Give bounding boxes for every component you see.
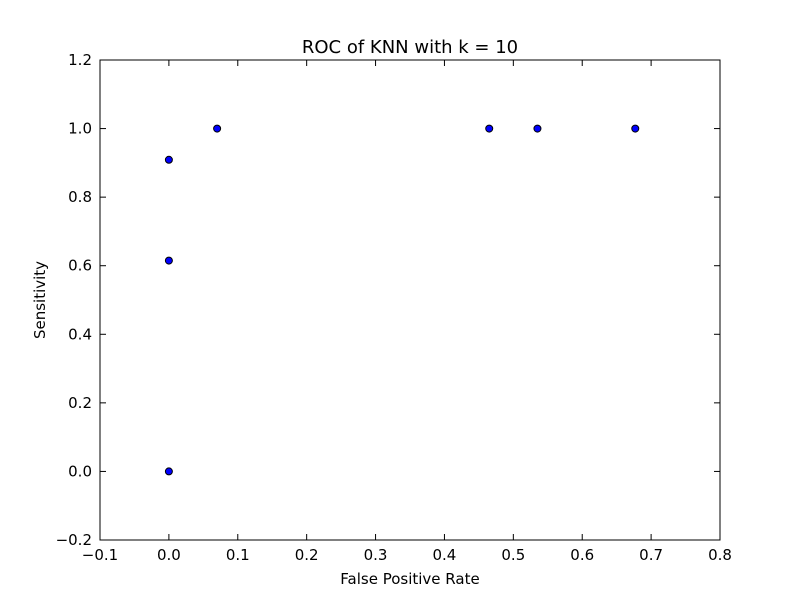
x-axis-label: False Positive Rate	[340, 570, 479, 588]
chart-title: ROC of KNN with k = 10	[302, 37, 518, 58]
y-tick-label: 1.2	[68, 51, 92, 69]
y-tick-label: 0.0	[68, 462, 92, 480]
scatter-point	[164, 155, 173, 164]
y-axis-label: Sensitivity	[31, 261, 49, 339]
x-tick-label: 0.0	[157, 546, 181, 564]
scatter-point	[533, 124, 542, 133]
x-tick-label: 0.1	[226, 546, 250, 564]
y-tick-label: 0.6	[68, 257, 92, 275]
y-tick-label: 0.4	[68, 325, 92, 343]
x-tick-label: 0.2	[295, 546, 319, 564]
x-tick-label: 0.5	[501, 546, 525, 564]
axis-ticks: −0.1 0.0 0.1 0.2 0.3 0.4 0.5 0.6 0.7 0.8 −0.2 0.0 0.…	[56, 51, 732, 564]
scatter-point	[631, 124, 640, 133]
y-tick-label: 0.2	[68, 394, 92, 412]
x-tick-label: 0.8	[708, 546, 732, 564]
x-tick-label: 0.4	[433, 546, 457, 564]
scatter-point	[164, 256, 173, 265]
y-tick-label: −0.2	[56, 531, 92, 549]
data-points	[164, 124, 640, 476]
x-tick-label: 0.3	[364, 546, 388, 564]
x-tick-label: −0.1	[82, 546, 118, 564]
scatter-point	[164, 467, 173, 476]
y-tick-label: 0.8	[68, 188, 92, 206]
x-tick-label: 0.6	[570, 546, 594, 564]
y-tick-label: 1.0	[68, 120, 92, 138]
scatter-point	[213, 124, 222, 133]
scatter-point	[485, 124, 494, 133]
plot-area-frame	[99, 59, 721, 541]
x-tick-label: 0.7	[639, 546, 663, 564]
